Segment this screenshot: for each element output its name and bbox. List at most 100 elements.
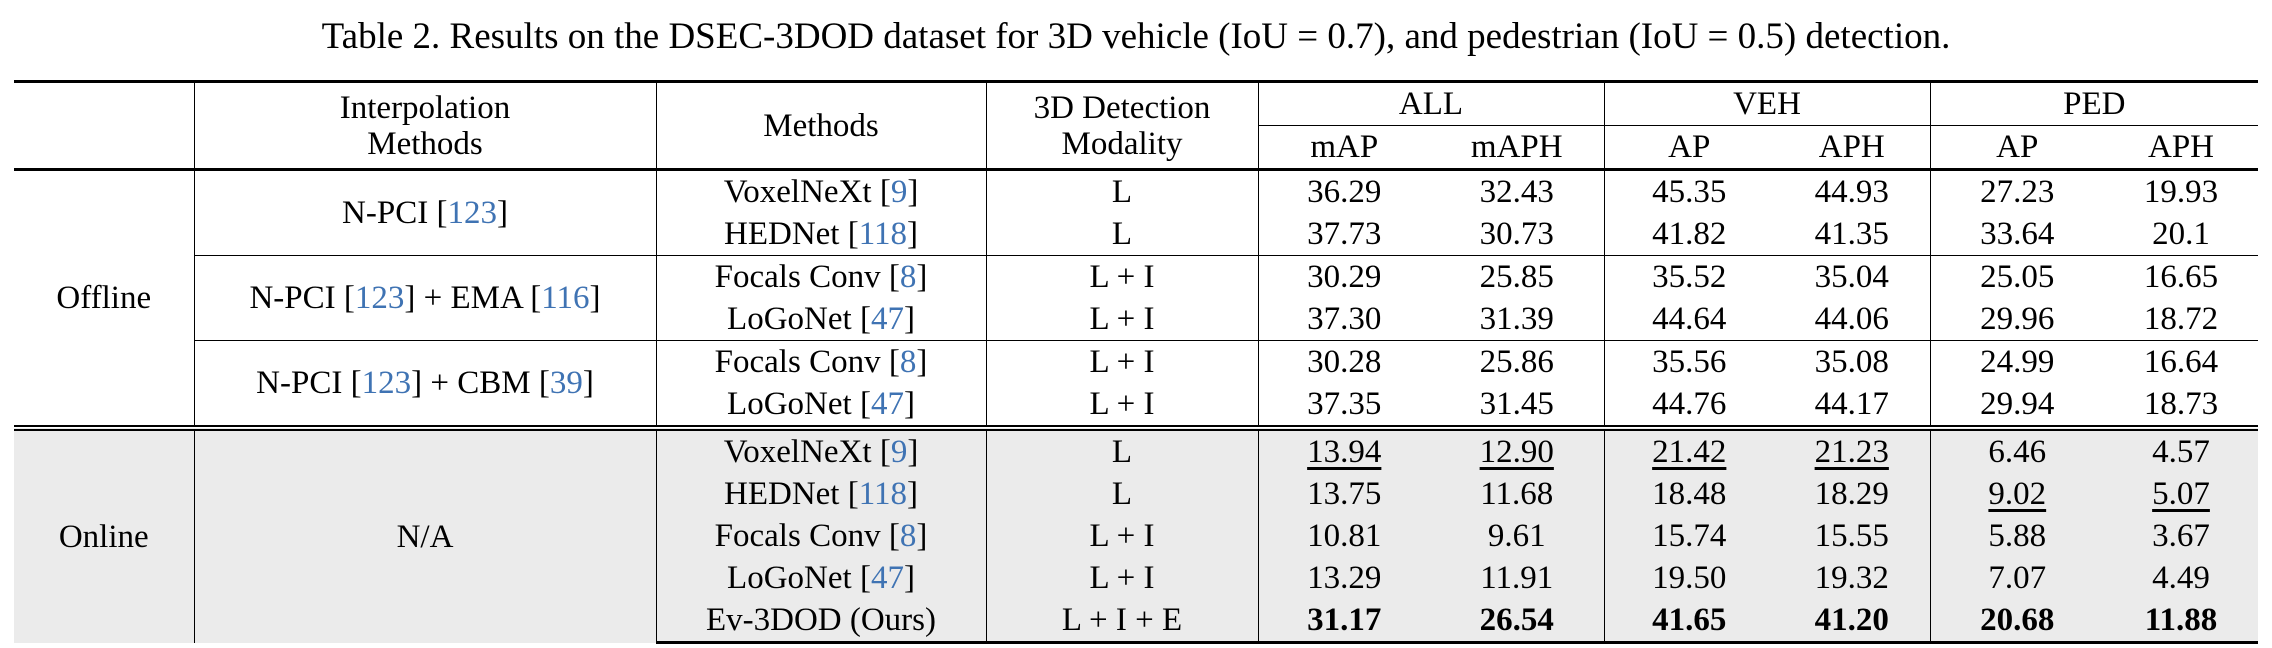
citation-link[interactable]: 9 bbox=[890, 434, 908, 470]
citation-link[interactable]: 8 bbox=[899, 344, 917, 380]
citation-link[interactable]: 118 bbox=[858, 476, 907, 512]
value-cell: 13.29 bbox=[1257, 557, 1430, 599]
header-ped-aph: APH bbox=[2104, 125, 2259, 171]
value-cell: 36.29 bbox=[1257, 169, 1430, 213]
value-cell: 31.45 bbox=[1479, 386, 1554, 422]
value-cell: 35.08 bbox=[1774, 340, 1931, 383]
value-cell: 25.05 bbox=[1929, 255, 2105, 298]
table-row: Focals Conv [8] L + I 10.81 9.61 15.74 1… bbox=[14, 515, 2259, 557]
header-ped: PED bbox=[1929, 80, 2259, 126]
table-row: Offline N-PCI [123] VoxelNeXt [9] L 36.2… bbox=[14, 169, 2258, 316]
citation-link[interactable]: 9 bbox=[890, 174, 908, 210]
header-veh-ap: AP bbox=[1603, 125, 1774, 171]
value-cell: 13.94 bbox=[1257, 425, 1430, 473]
value-cell: 35.56 bbox=[1603, 340, 1774, 383]
value-cell: 44.64 bbox=[1603, 298, 1774, 341]
offline-section: Offline N-PCI [123] VoxelNeXt [9] L 36.2… bbox=[14, 169, 2259, 428]
value-cell: 35.52 bbox=[1603, 255, 1774, 298]
modality-cell: L + I bbox=[985, 383, 1258, 428]
value-cell: 35.04 bbox=[1774, 255, 1931, 298]
table-row: LoGoNet [47] L + I 13.29 11.91 19.50 19.… bbox=[14, 557, 2259, 599]
value-cell: 31.17 bbox=[1257, 599, 1430, 644]
value-cell: 4.57 bbox=[2104, 425, 2259, 473]
value-cell: 44.06 bbox=[1814, 301, 1889, 337]
value-cell: 24.99 bbox=[1929, 340, 2105, 383]
value-cell: 25.86 bbox=[1430, 340, 1604, 383]
table-header: Interpolation Methods Methods 3D Detectio… bbox=[14, 80, 2259, 171]
table-caption: Table 2. Results on the DSEC-3DOD datase… bbox=[321, 16, 1951, 57]
value-cell: 19.32 bbox=[1774, 557, 1931, 599]
citation-link[interactable]: 118 bbox=[858, 216, 907, 252]
value-cell: 45.35 bbox=[1603, 169, 1774, 213]
header-ped-ap: AP bbox=[1929, 125, 2105, 171]
citation-link[interactable]: 123 bbox=[354, 280, 405, 316]
value-cell: 21.42 bbox=[1603, 425, 1774, 473]
method-cell: HEDNet [118] bbox=[655, 473, 986, 515]
value-cell: 30.28 bbox=[1257, 340, 1430, 383]
method-cell: HEDNet [118] bbox=[655, 213, 986, 256]
header-map: mAP bbox=[1257, 125, 1430, 171]
value-cell: 9.61 bbox=[1430, 515, 1604, 557]
value-cell: 4.49 bbox=[2104, 557, 2259, 599]
header-veh: VEH bbox=[1603, 80, 1931, 126]
value-cell: 20.1 bbox=[2152, 216, 2210, 252]
value-cell: 30.73 bbox=[1479, 216, 1554, 252]
value-cell: 11.88 bbox=[2104, 599, 2259, 644]
value-cell: 21.23 bbox=[1774, 425, 1931, 473]
citation-link[interactable]: 123 bbox=[447, 195, 497, 231]
modality-cell: L bbox=[985, 425, 1258, 473]
value-cell: 44.93 bbox=[1814, 174, 1889, 210]
value-cell: 10.81 bbox=[1257, 515, 1430, 557]
value-cell: 20.68 bbox=[1929, 599, 2105, 644]
method-cell: LoGoNet [47] bbox=[655, 298, 986, 341]
interp-cell: N-PCI [123] bbox=[193, 169, 656, 256]
value-cell: 11.91 bbox=[1430, 557, 1604, 599]
method-cell: Focals Conv [8] bbox=[655, 515, 986, 557]
citation-link[interactable]: 47 bbox=[870, 301, 904, 337]
value-cell: 41.35 bbox=[1814, 216, 1889, 252]
value-cell: 15.55 bbox=[1774, 515, 1931, 557]
online-section: Online N/A VoxelNeXt [9] L 13.94 12.90 2… bbox=[14, 425, 2259, 644]
table-row: HEDNet [118] L 37.73 30.73 41.82 41.35 3… bbox=[14, 213, 2258, 256]
citation-link[interactable]: 47 bbox=[870, 386, 904, 422]
method-cell: Focals Conv [8] bbox=[655, 255, 986, 298]
citation-link[interactable]: 47 bbox=[870, 560, 904, 596]
value-cell: 5.07 bbox=[2104, 473, 2259, 515]
header-empty-corner bbox=[14, 80, 194, 171]
modality-cell: L + I bbox=[985, 557, 1258, 599]
method-cell: Ev-3DOD (Ours) bbox=[655, 599, 986, 644]
modality-cell: L bbox=[985, 213, 1258, 256]
value-cell: 26.54 bbox=[1430, 599, 1604, 644]
value-cell: 9.02 bbox=[1929, 473, 2105, 515]
value-cell: 31.39 bbox=[1479, 301, 1554, 337]
online-label: Online bbox=[14, 425, 194, 643]
header-modality: 3D Detection Modality bbox=[985, 80, 1258, 171]
value-cell: 18.73 bbox=[2143, 386, 2219, 422]
value-cell: 18.48 bbox=[1603, 473, 1774, 515]
value-cell: 3.67 bbox=[2104, 515, 2259, 557]
table-row: N-PCI [123] + EMA [116] Focals Conv [8] … bbox=[14, 255, 2259, 341]
table-row: LoGoNet [47] L + I 37.30 31.39 44.64 44.… bbox=[14, 298, 2258, 341]
header-methods: Methods bbox=[655, 80, 986, 171]
value-cell: 7.07 bbox=[1929, 557, 2105, 599]
citation-link[interactable]: 39 bbox=[549, 365, 583, 401]
method-cell: VoxelNeXt [9] bbox=[655, 425, 986, 473]
citation-link[interactable]: 116 bbox=[541, 280, 590, 316]
interp-cell: N-PCI [123] + CBM [39] bbox=[193, 340, 656, 428]
value-cell: 5.88 bbox=[1929, 515, 2105, 557]
value-cell: 29.94 bbox=[1929, 383, 2105, 428]
citation-link[interactable]: 123 bbox=[361, 365, 412, 401]
value-cell: 11.68 bbox=[1430, 473, 1604, 515]
results-table: Interpolation Methods Methods 3D Detectio… bbox=[14, 80, 2259, 644]
offline-label: Offline bbox=[56, 280, 152, 316]
value-cell: 15.74 bbox=[1603, 515, 1774, 557]
value-cell: 41.65 bbox=[1603, 599, 1774, 644]
citation-link[interactable]: 8 bbox=[899, 259, 917, 295]
table-row: Online N/A VoxelNeXt [9] L 13.94 12.90 2… bbox=[14, 425, 2259, 643]
method-cell: Focals Conv [8] bbox=[655, 340, 986, 383]
citation-link[interactable]: 8 bbox=[899, 518, 917, 554]
modality-cell: L + I + E bbox=[985, 599, 1258, 644]
method-cell: LoGoNet [47] bbox=[655, 383, 986, 428]
value-cell: 41.20 bbox=[1774, 599, 1931, 644]
value-cell: 41.82 bbox=[1603, 213, 1774, 256]
